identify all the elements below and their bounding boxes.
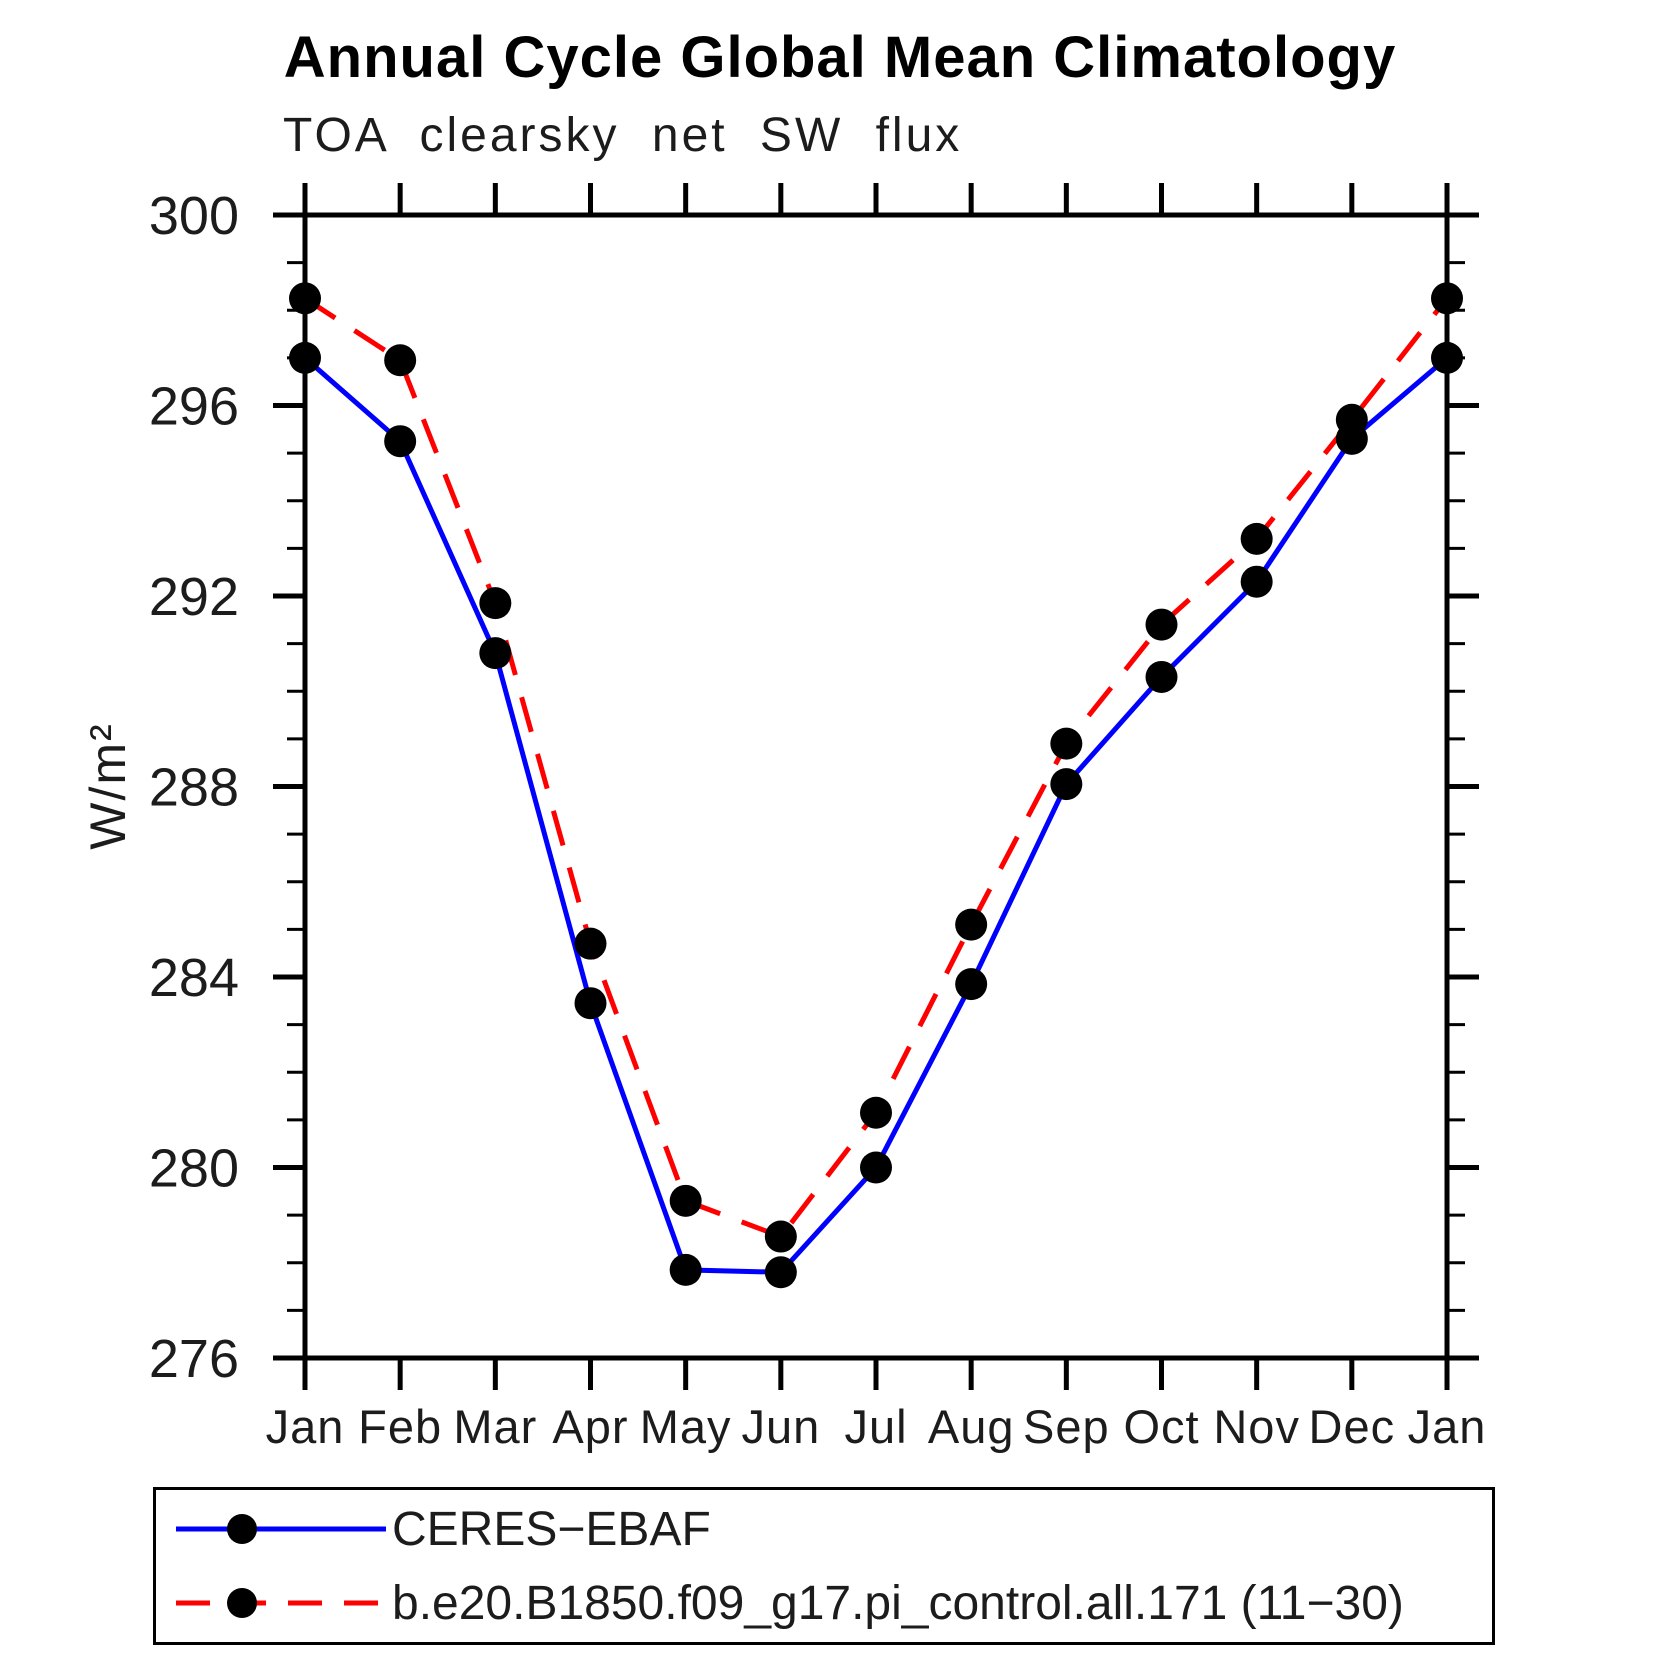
x-tick-label: Apr [552, 1400, 628, 1453]
y-tick-label: 284 [149, 948, 239, 1008]
y-tick-label: 300 [149, 186, 239, 246]
data-point-marker [574, 987, 607, 1020]
y-tick-label: 296 [149, 377, 239, 437]
data-point-marker [669, 1253, 702, 1286]
legend: CERES−EBAF b.e20.B1850.f09_g17.pi_contro… [153, 1487, 1495, 1645]
data-point-marker [1145, 660, 1178, 693]
data-point-marker [1240, 522, 1273, 555]
y-tick-label: 288 [149, 758, 239, 818]
legend-item-model: b.e20.B1850.f09_g17.pi_control.all.171 (… [170, 1570, 1492, 1636]
x-tick-label: Feb [358, 1400, 442, 1453]
data-point-marker [1145, 608, 1178, 641]
y-tick-label: 292 [149, 567, 239, 627]
axis-frame [302, 212, 1450, 1361]
x-tick-label: Aug [928, 1400, 1015, 1453]
data-point-marker [764, 1256, 797, 1289]
x-tick-label: Mar [453, 1400, 537, 1453]
data-point-marker [384, 425, 417, 458]
legend-item-ceres: CERES−EBAF [170, 1496, 1492, 1562]
x-tick-label: Nov [1213, 1400, 1300, 1453]
legend-dashed-line-sample [176, 1588, 386, 1618]
x-tick-label: Dec [1309, 1400, 1396, 1453]
x-tick-label: Sep [1023, 1400, 1110, 1453]
data-point-marker [289, 282, 321, 315]
data-point-marker [764, 1220, 797, 1253]
legend-marker-dot [227, 1514, 257, 1544]
data-point-marker [1431, 341, 1463, 374]
data-point-marker [384, 344, 417, 377]
y-tick-label: 280 [149, 1139, 239, 1199]
legend-marker-dot [227, 1588, 257, 1618]
data-point-marker [1431, 282, 1463, 315]
x-tick-label: May [640, 1400, 732, 1453]
data-point-marker [1050, 768, 1083, 801]
series-line-dashed [303, 296, 1449, 1240]
data-point-marker [955, 968, 988, 1001]
x-tick-label: Jan [266, 1400, 345, 1453]
x-tick-label: Jul [844, 1400, 907, 1453]
data-point-marker [479, 587, 512, 620]
series-line-solid [303, 355, 1449, 1275]
data-point-marker [1050, 727, 1083, 760]
x-tick-label: Jun [741, 1400, 820, 1453]
data-point-marker [1240, 565, 1273, 598]
y-tick-label: 276 [149, 1329, 239, 1389]
legend-label: b.e20.B1850.f09_g17.pi_control.all.171 (… [392, 1576, 1404, 1630]
legend-solid-line-sample [176, 1514, 386, 1544]
data-point-marker [669, 1184, 702, 1217]
data-point-marker [860, 1096, 892, 1129]
x-tick-label: Oct [1123, 1400, 1199, 1453]
data-point-marker [289, 341, 321, 374]
data-point-marker [479, 637, 512, 670]
legend-label: CERES−EBAF [392, 1502, 711, 1556]
data-point-marker [955, 908, 988, 941]
x-tick-label: Jan [1408, 1400, 1487, 1453]
data-point-marker [1335, 403, 1368, 436]
chart-title: Annual Cycle Global Mean Climatology [283, 25, 1397, 90]
chart-subtitle: TOA clearsky net SW flux [283, 109, 963, 162]
data-point-marker [860, 1151, 892, 1184]
data-point-marker [574, 927, 607, 960]
